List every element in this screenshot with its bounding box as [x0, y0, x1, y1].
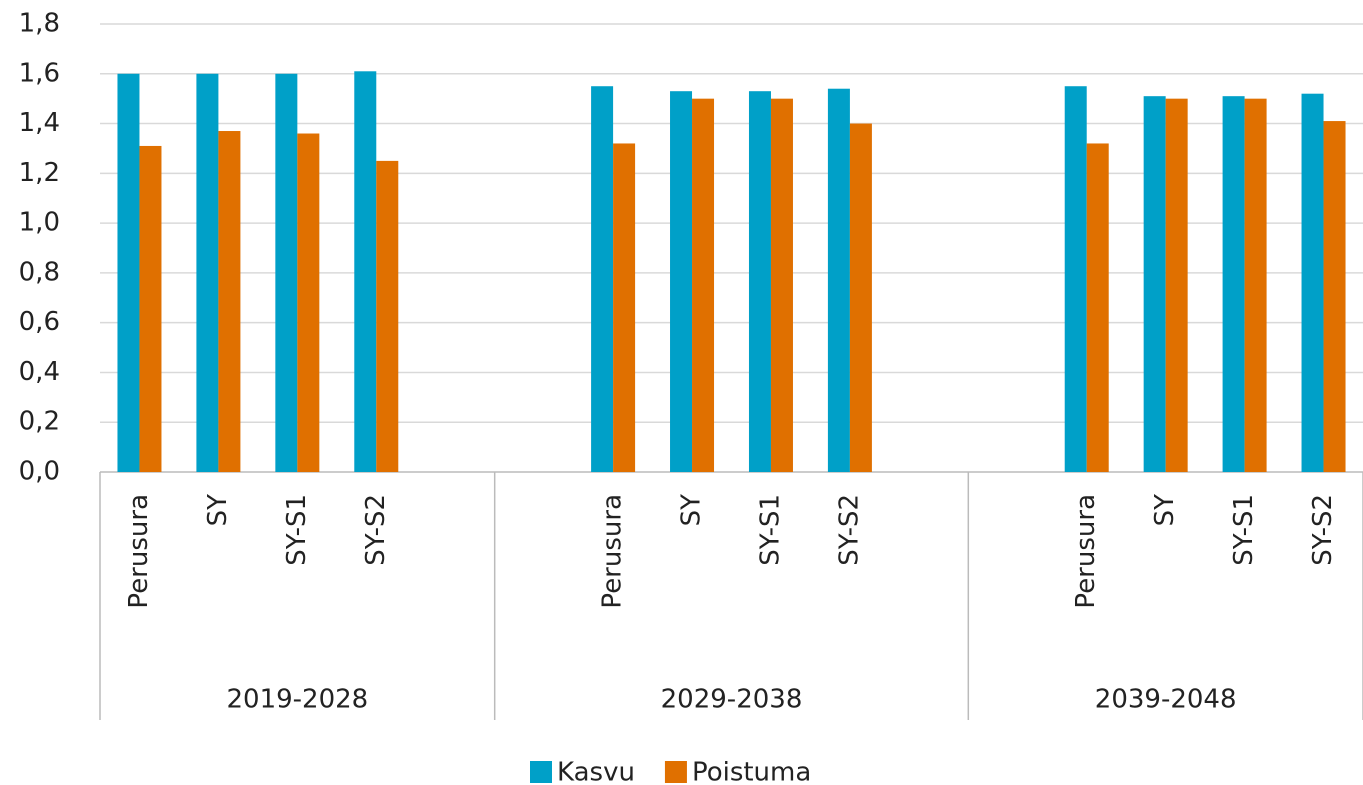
- y-tick-label: 0,4: [19, 357, 60, 387]
- legend-label: Kasvu: [557, 758, 635, 785]
- y-tick-label: 0,6: [19, 307, 60, 337]
- x-tick-label: Perusura: [124, 494, 154, 609]
- x-tick-label: SY-S2: [834, 494, 864, 566]
- x-tick-label: Perusura: [1071, 494, 1101, 609]
- bar: [748, 91, 771, 472]
- y-tick-label: 1,6: [19, 58, 60, 88]
- legend-swatch: [664, 761, 687, 783]
- bar: [1165, 98, 1188, 473]
- bar: [139, 145, 162, 472]
- bar: [1143, 96, 1166, 472]
- bar: [376, 160, 399, 472]
- x-tick-label: SY-S2: [1308, 494, 1338, 566]
- bar: [1301, 93, 1324, 472]
- group-label: 2019-2028: [226, 685, 368, 715]
- bar: [1086, 143, 1109, 472]
- bar: [1222, 96, 1245, 472]
- y-tick-label: 1,8: [19, 9, 60, 39]
- bar: [1244, 98, 1267, 473]
- x-tick-label: SY-S1: [282, 494, 312, 566]
- bar: [117, 73, 140, 473]
- bar: [692, 98, 715, 473]
- x-tick-label: SY: [677, 494, 707, 527]
- bar: [275, 73, 298, 473]
- y-tick-label: 0,2: [19, 407, 60, 437]
- y-tick-label: 1,0: [19, 208, 60, 238]
- legend-swatch: [530, 761, 552, 783]
- bar: [827, 88, 850, 472]
- bar: [218, 131, 241, 472]
- x-tick-label: SY: [203, 494, 233, 527]
- bar: [670, 91, 693, 472]
- bar: [770, 98, 793, 473]
- x-tick-label: SY: [1150, 494, 1180, 527]
- bar: [354, 71, 377, 473]
- group-label: 2039-2048: [1095, 685, 1237, 715]
- y-tick-label: 0,0: [19, 457, 60, 487]
- x-tick-label: SY-S1: [1229, 494, 1259, 566]
- x-tick-label: SY-S1: [755, 494, 785, 566]
- bar: [1064, 86, 1087, 472]
- y-tick-label: 1,4: [19, 108, 60, 138]
- bar: [591, 86, 614, 472]
- bar: [297, 133, 320, 472]
- x-tick-label: Perusura: [598, 494, 628, 609]
- x-tick-label: SY-S2: [361, 494, 391, 566]
- y-tick-label: 1,2: [19, 158, 60, 188]
- bar: [1323, 121, 1346, 473]
- legend-label: Poistuma: [692, 758, 811, 785]
- group-label: 2029-2038: [661, 685, 803, 715]
- bar: [196, 73, 219, 473]
- y-tick-label: 0,8: [19, 257, 60, 287]
- bar: [613, 143, 636, 472]
- bar: [849, 123, 872, 473]
